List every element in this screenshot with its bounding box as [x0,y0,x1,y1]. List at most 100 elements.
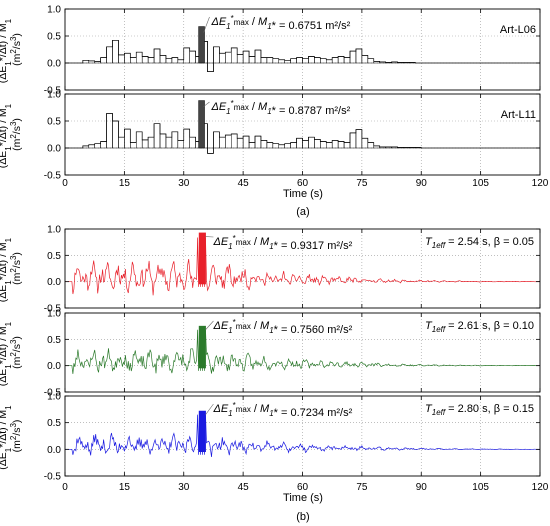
peak-annotation-part: * = [274,240,291,252]
energy-rate-series [65,237,540,296]
peak-annotation-part: m²/s² [322,105,350,117]
y-axis-label-part: (ΔE [0,66,9,84]
peak-annotation: ΔE1*max / M1* = 0.8787 m²/s² [210,99,350,117]
y-axis-label-line1: (ΔE1*/Δt) / M1* [0,235,13,302]
peak-annotation-part: M [260,403,270,415]
x-tick-label: 120 [532,482,549,493]
peak-bar [198,100,205,149]
histogram-bar [296,138,303,149]
histogram-bar [106,113,113,149]
histogram-bar [355,129,363,149]
histogram-bar [296,57,303,64]
y-axis-label-part: 1 [4,447,13,452]
y-axis-label-part: (m [11,53,23,65]
histogram-bar [272,58,279,64]
histogram-bar [100,57,107,64]
histogram-bar [153,48,161,64]
histogram-bar [82,60,89,64]
histogram-bar [177,140,184,149]
peak-annotation-value: 0.8787 [289,105,323,117]
histogram-bar [314,57,321,64]
peak-annotation-part: ΔE [210,16,226,28]
peak-annotation-part: 1 [269,409,273,418]
y-axis-label-line2: (m2/s3) [9,118,24,151]
y-axis-label-part: 2 [9,134,18,139]
y-axis-label-part: ) [11,118,23,122]
series-label: Art-L06 [500,24,536,36]
histogram-bar [361,138,369,149]
histogram-bar [284,60,291,64]
y-axis-label-part: ) [11,420,23,424]
histogram-bar [260,140,268,149]
histogram-bar [343,57,351,64]
y-tick-label: -0.5 [44,388,62,399]
histogram-bar [272,143,279,149]
peak-annotation-part: 1 [228,409,232,418]
y-axis-label-part: 2 [9,352,18,357]
histogram-bar [88,144,95,149]
x-tick-label: 30 [178,178,190,189]
peak-annotation-part: * = [274,324,291,336]
x-axis-label-a: Time (s) [283,188,323,200]
peak-annotation-part: 1 [269,242,273,251]
histogram-bar [130,142,137,149]
peak-annotation-part: max [234,18,249,27]
y-axis-label-line2: (m2/s3) [9,420,24,453]
x-tick-label: 45 [238,178,250,189]
annotation-leader [205,320,214,331]
y-axis-label-part: 1 [4,321,13,326]
peak-annotation-part: 1 [267,22,271,31]
y-axis-label-part: */Δt) / M [0,410,9,448]
panel-b2: ΔE1*max / M1* = 0.7560 m²/s² T1eff = 2.61… [0,309,541,399]
histogram-bar [326,142,333,149]
peak-annotation: ΔE1*max / M1* = 0.6751 m²/s² [210,14,350,32]
histogram-bar [183,128,190,149]
y-axis-label-part: 1 [4,18,13,23]
y-tick-label: -0.5 [44,86,62,97]
y-axis-label-part: /s [11,260,23,268]
histogram-bar [349,132,357,149]
y-axis-label-part: 1 [4,146,13,151]
histogram-bar [236,54,244,64]
histogram-bar [415,147,422,149]
series-label-part: 1 [432,408,436,417]
histogram-bar [278,59,285,64]
peak-annotation: ΔE1*max / M1* = 0.9317 m²/s² [212,234,352,252]
histogram-bar [106,46,113,64]
y-tick-label: -0.5 [44,171,62,182]
y-axis-label-line1: (ΔE1*/Δt) / M1* [0,101,13,168]
y-axis-label-part: * [0,16,4,19]
histogram-bar [207,147,214,154]
histogram-bar [165,58,173,64]
panel-a2: ΔE1*max / M1* = 0.8787 m²/s² Art-L11-0.50… [0,90,549,190]
peak-annotation-part: / [251,236,260,248]
x-tick-label: 30 [178,482,190,493]
y-axis-label-part: 3 [9,36,18,41]
peak-annotation-part: / [249,16,258,28]
peak-annotation: ΔE1*max / M1* = 0.7560 m²/s² [212,318,352,336]
peak-annotation-part: / [249,101,258,113]
y-axis-label-line1: (ΔE1*/Δt) / M1* [0,319,13,386]
y-axis-label-line1: (ΔE1*/Δt) / M1* [0,16,13,83]
series-label-part: = 2.61 s, β = 0.10 [445,320,534,332]
x-tick-label: 75 [356,178,368,189]
y-axis-label-part: */Δt) / M [0,326,9,364]
y-tick-label: 0.5 [47,335,61,346]
y-axis-label-part: */Δt) / M [0,242,9,280]
peak-annotation-part: * [231,14,234,23]
series-label-part: eff [436,325,446,334]
histogram-bar [302,58,309,64]
peak-annotation-part: m²/s² [322,20,350,32]
y-tick-label: 0.0 [47,445,61,456]
x-tick-label: 90 [416,178,428,189]
histogram-bar [409,62,416,64]
peak-annotation-part: 1 [226,107,230,116]
y-axis-label-part: (m [11,138,23,150]
histogram-bar [213,131,220,149]
histogram-bar [260,57,268,64]
peak-annotation-part: m²/s² [324,324,352,336]
peak-annotation-part: max [236,322,251,331]
y-axis-label-part: 2 [9,435,18,440]
x-tick-label: 15 [119,482,131,493]
histogram-bar [118,136,125,149]
